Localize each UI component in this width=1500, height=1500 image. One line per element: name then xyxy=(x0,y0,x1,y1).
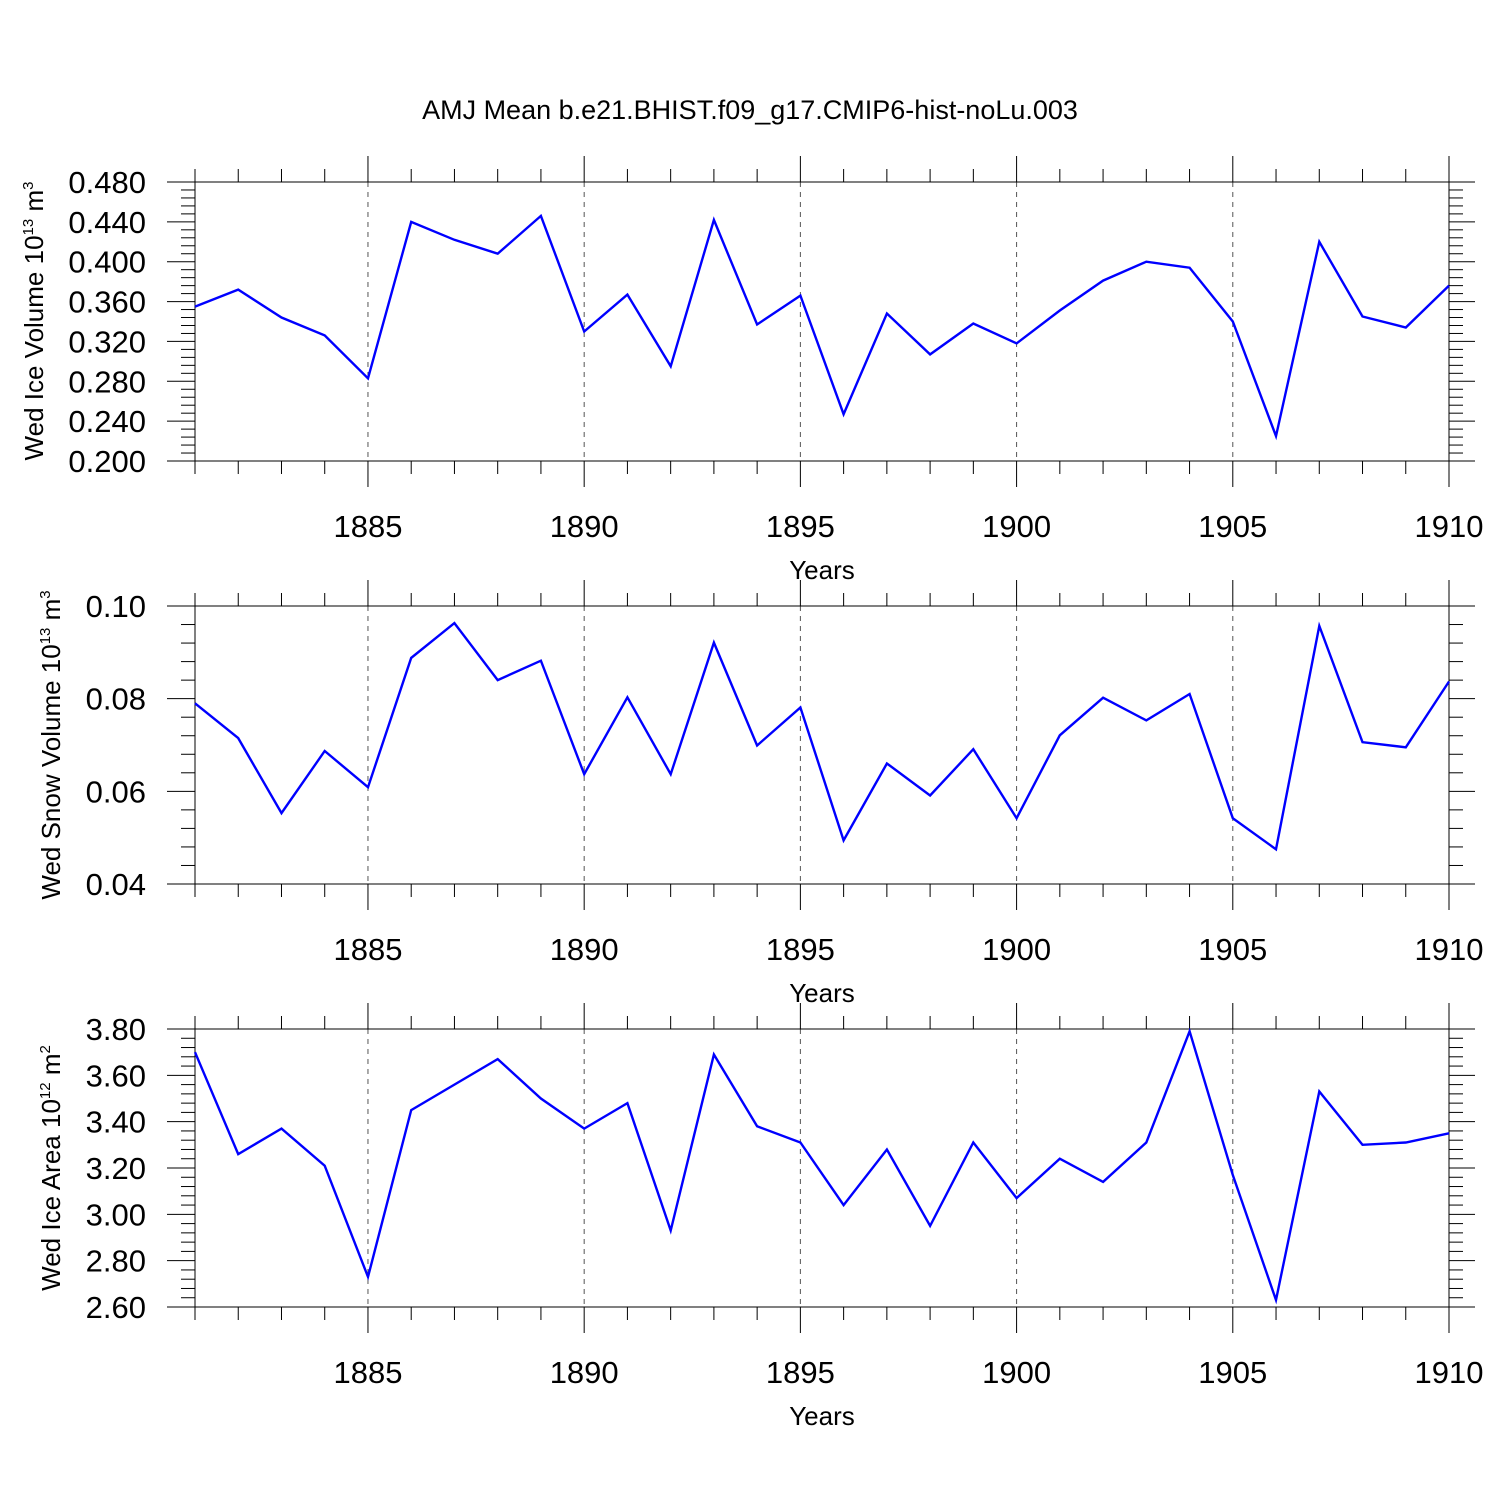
y-axis-unit-exp: 13 xyxy=(37,628,54,645)
series-line xyxy=(194,213,1450,441)
x-tick-label: 1885 xyxy=(333,1355,402,1390)
y-tick-label: 0.480 xyxy=(68,165,146,200)
x-axis-label: Years xyxy=(789,1401,855,1431)
chart-panel-3: 2.60 2.80 3.00 3.20 3.40 3.60 3.80 1885 1890 1895… xyxy=(36,1003,1483,1431)
x-tick-label: 1910 xyxy=(1415,1355,1484,1390)
y-axis-unit: m xyxy=(19,190,49,219)
x-tick-label: 1890 xyxy=(550,509,619,544)
x-tick-label: 1910 xyxy=(1415,932,1484,967)
y-axis-unit-exp: 12 xyxy=(37,1082,54,1099)
y-axis-label: Wed Ice Area 1012 m2 xyxy=(36,1045,66,1291)
y-axis-unit: m xyxy=(36,599,66,628)
x-tick-label: 1900 xyxy=(982,1355,1051,1390)
y-tick-label: 0.08 xyxy=(86,682,146,717)
y-tick-label: 0.240 xyxy=(68,404,146,439)
y-axis-label-name: Wed Snow Volume xyxy=(36,673,66,899)
y-tick-label: 3.60 xyxy=(86,1058,146,1093)
y-axis-label-name: Wed Ice Area xyxy=(36,1128,66,1291)
y-tick-label: 0.10 xyxy=(86,589,146,624)
x-tick-label: 1885 xyxy=(333,509,402,544)
y-tick-label: 3.00 xyxy=(86,1197,146,1232)
y-axis-unit-base: 10 xyxy=(19,235,49,264)
y-axis-unit-base: 10 xyxy=(36,644,66,673)
y-axis-label: Wed Snow Volume 1013 m3 xyxy=(36,590,66,899)
y-tick-label: 3.40 xyxy=(86,1105,146,1140)
y-axis-unit-power: 3 xyxy=(37,590,54,598)
chart-panel-2: 0.04 0.06 0.08 0.10 1885 1890 1895 1900 1905 1910… xyxy=(36,580,1483,1008)
y-tick-label: 2.80 xyxy=(86,1244,146,1279)
y-tick-label: 0.400 xyxy=(68,245,146,280)
x-tick-label: 1895 xyxy=(766,1355,835,1390)
y-axis-unit: m xyxy=(36,1054,66,1083)
x-tick-label: 1885 xyxy=(333,932,402,967)
y-tick-label: 0.440 xyxy=(68,205,146,240)
y-axis-unit-base: 10 xyxy=(36,1099,66,1128)
y-tick-label: 3.20 xyxy=(86,1151,146,1186)
x-tick-label: 1905 xyxy=(1198,932,1267,967)
x-tick-label: 1890 xyxy=(550,932,619,967)
figure-title: AMJ Mean b.e21.BHIST.f09_g17.CMIP6-hist-… xyxy=(422,95,1078,125)
series-line xyxy=(194,621,1451,852)
x-tick-label: 1895 xyxy=(766,509,835,544)
y-tick-label: 0.280 xyxy=(68,364,146,399)
y-tick-label: 0.320 xyxy=(68,324,146,359)
panels: 0.200 0.240 0.280 0.320 0.360 0.400 0.440 0.480… xyxy=(19,156,1483,1431)
x-tick-label: 1905 xyxy=(1198,1355,1267,1390)
y-tick-label: 0.06 xyxy=(86,774,146,809)
y-tick-label: 0.200 xyxy=(68,444,146,479)
y-axis-unit-exp: 13 xyxy=(20,219,37,236)
chart-panel-1: 0.200 0.240 0.280 0.320 0.360 0.400 0.440 0.480… xyxy=(19,156,1483,585)
y-tick-label: 0.360 xyxy=(68,285,146,320)
y-axis-unit-power: 2 xyxy=(37,1045,54,1053)
y-tick-label: 0.04 xyxy=(86,867,146,902)
y-axis-label-name: Wed Ice Volume xyxy=(19,264,49,460)
x-axis-label: Years xyxy=(789,555,855,585)
x-tick-label: 1910 xyxy=(1415,509,1484,544)
y-tick-label: 2.60 xyxy=(86,1290,146,1325)
y-tick-label: 3.80 xyxy=(86,1012,146,1047)
x-tick-label: 1895 xyxy=(766,932,835,967)
x-tick-label: 1905 xyxy=(1198,509,1267,544)
y-axis-label: Wed Ice Volume 1013 m3 xyxy=(19,182,49,461)
x-axis-label: Years xyxy=(789,978,855,1008)
x-tick-label: 1900 xyxy=(982,509,1051,544)
x-tick-label: 1900 xyxy=(982,932,1051,967)
series-line xyxy=(193,1027,1450,1305)
x-tick-label: 1890 xyxy=(550,1355,619,1390)
y-axis-unit-power: 3 xyxy=(20,182,37,190)
